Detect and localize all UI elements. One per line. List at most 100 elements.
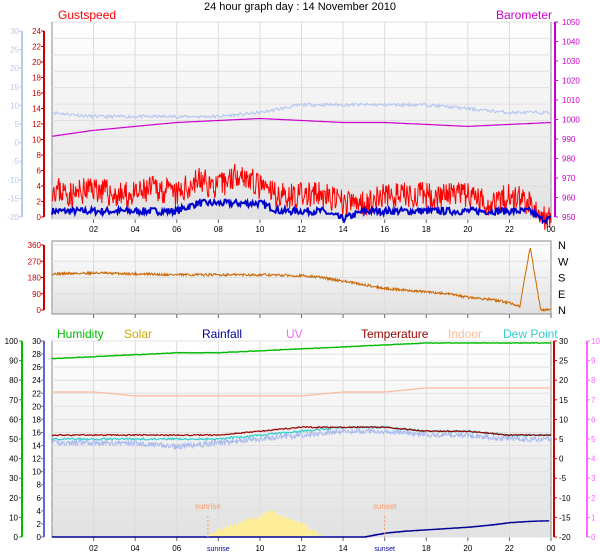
wind-xtick-label-2: 06: [172, 225, 181, 234]
axis-humidity-label-7: 30: [9, 474, 18, 483]
climate-xtick-label-11: 00: [547, 544, 556, 553]
wind-axis-left-label-1: 22: [32, 43, 41, 52]
axis-temperature-label-0: 30: [559, 337, 568, 346]
axis-uv-label-1: 9: [591, 357, 596, 366]
direction-label-0: N: [558, 240, 566, 252]
wind-xtick-label-8: 18: [422, 225, 431, 234]
climate-xtick-label-0: 02: [89, 544, 98, 553]
legend-uv: UV: [286, 327, 303, 341]
wind-axis-right-label-10: 950: [562, 213, 576, 222]
legend-solar: Solar: [124, 327, 152, 341]
series-solar: [206, 509, 325, 538]
sunset-label: sunset: [373, 502, 397, 511]
wind-axis-left-label-3: 18: [32, 74, 41, 83]
axis-solar-label-15: 0: [37, 533, 42, 542]
axis-solar-label-6: 18: [32, 415, 41, 424]
wind-axis-left2-label-2: 20: [10, 64, 19, 73]
wind-axis-left-label-11: 2: [37, 198, 42, 207]
legend-barometer: Barometer: [496, 8, 552, 22]
wind-axis-left2-label-1: 25: [10, 46, 19, 55]
axis-uv-label-9: 1: [591, 513, 596, 522]
axis-humidity-label-4: 60: [9, 415, 18, 424]
axis-solar-label-3: 24: [32, 376, 41, 385]
wind-axis-left-label-6: 12: [32, 120, 41, 129]
axis-solar-label-0: 30: [32, 337, 41, 346]
legend-indoor: Indoor: [448, 327, 482, 341]
wind-xtick-label-10: 22: [505, 225, 514, 234]
axis-solar-label-9: 12: [32, 455, 41, 464]
direction-axis-left-label-1: 270: [28, 257, 42, 266]
axis-humidity-label-10: 0: [14, 533, 19, 542]
wind-axis-left2-label-4: 10: [10, 101, 19, 110]
axis-humidity-label-5: 50: [9, 435, 18, 444]
axis-solar-label-4: 22: [32, 389, 41, 398]
wind-axis-right-label-9: 960: [562, 194, 576, 203]
series-gustspeed: [51, 163, 552, 230]
wind-axis-right-label-2: 1030: [562, 57, 580, 66]
axis-solar-label-7: 16: [32, 428, 41, 437]
axis-temperature-label-7: -5: [559, 474, 567, 483]
wind-axis-left2-label-3: 15: [10, 83, 19, 92]
direction-axis-left-label-4: 0: [37, 306, 42, 315]
series-outdoor-temp-trace: [51, 427, 552, 450]
axis-solar-label-14: 2: [37, 520, 42, 529]
axis-temperature-label-4: 10: [559, 415, 568, 424]
series-outdoor-trace: [51, 102, 552, 120]
axis-temperature-label-8: -10: [559, 494, 571, 503]
axis-temperature-label-3: 15: [559, 396, 568, 405]
chart-title: 24 hour graph day : 14 November 2010: [204, 1, 396, 13]
series-windspeed: [51, 197, 552, 225]
wind-axis-right-label-8: 970: [562, 174, 576, 183]
wind-axis-right-label-4: 1010: [562, 96, 580, 105]
wind-axis-left2-label-10: -20: [7, 213, 19, 222]
wind-xtick-label-1: 04: [131, 225, 140, 234]
axis-humidity-label-9: 10: [9, 513, 18, 522]
axis-solar-label-13: 4: [37, 507, 42, 516]
axis-temperature-label-9: -15: [559, 513, 571, 522]
direction-label-4: N: [558, 305, 566, 317]
direction-label-2: S: [558, 273, 565, 285]
axis-uv-label-4: 6: [591, 415, 596, 424]
series-rainfall: [52, 520, 550, 538]
wind-axis-left-label-7: 10: [32, 136, 41, 145]
wind-axis-right-label-7: 980: [562, 155, 576, 164]
wind-axis-left-label-12: 0: [37, 213, 42, 222]
wind-xtick-label-3: 08: [214, 225, 223, 234]
axis-solar-label-8: 14: [32, 442, 41, 451]
wind-axis-left-label-9: 6: [37, 167, 42, 176]
axis-temperature-label-2: 20: [559, 376, 568, 385]
legend-gustspeed: Gustspeed: [58, 8, 116, 22]
axis-solar-label-11: 8: [37, 481, 42, 490]
climate-xtick-label-5: 12: [297, 544, 306, 553]
climate-xtick-label-7: sunset: [374, 546, 395, 553]
direction-label-3: E: [558, 289, 565, 301]
climate-xtick-label-3: sunrise: [207, 546, 230, 553]
axis-solar-label-5: 20: [32, 402, 41, 411]
climate-xtick-label-10: 22: [505, 544, 514, 553]
wind-xtick-label-4: 10: [255, 225, 264, 234]
series-temperature: [51, 425, 552, 437]
axis-uv-label-2: 8: [591, 376, 596, 385]
axis-humidity-label-8: 20: [9, 494, 18, 503]
axis-solar-label-1: 28: [32, 350, 41, 359]
climate-xtick-label-4: 10: [255, 544, 264, 553]
wind-xtick-label-11: 00: [547, 225, 556, 234]
wind-axis-left-label-4: 16: [32, 89, 41, 98]
axis-humidity-label-2: 80: [9, 376, 18, 385]
wind-axis-left2-label-0: 30: [10, 27, 19, 36]
series-indoor: [52, 387, 551, 397]
wind-axis-right-label-6: 990: [562, 135, 576, 144]
axis-uv-label-5: 5: [591, 435, 596, 444]
wind-axis-left2-label-8: -10: [7, 176, 19, 185]
axis-humidity-label-3: 70: [9, 396, 18, 405]
axis-temperature-label-5: 5: [559, 435, 564, 444]
climate-xtick-label-9: 20: [463, 544, 472, 553]
axis-solar-label-2: 26: [32, 363, 41, 372]
axis-uv-label-6: 4: [591, 455, 596, 464]
sunrise-label: sunrise: [195, 502, 221, 511]
climate-xtick-label-6: 14: [339, 544, 348, 553]
axis-temperature-label-10: -20: [559, 533, 571, 542]
axis-humidity-label-6: 40: [9, 455, 18, 464]
